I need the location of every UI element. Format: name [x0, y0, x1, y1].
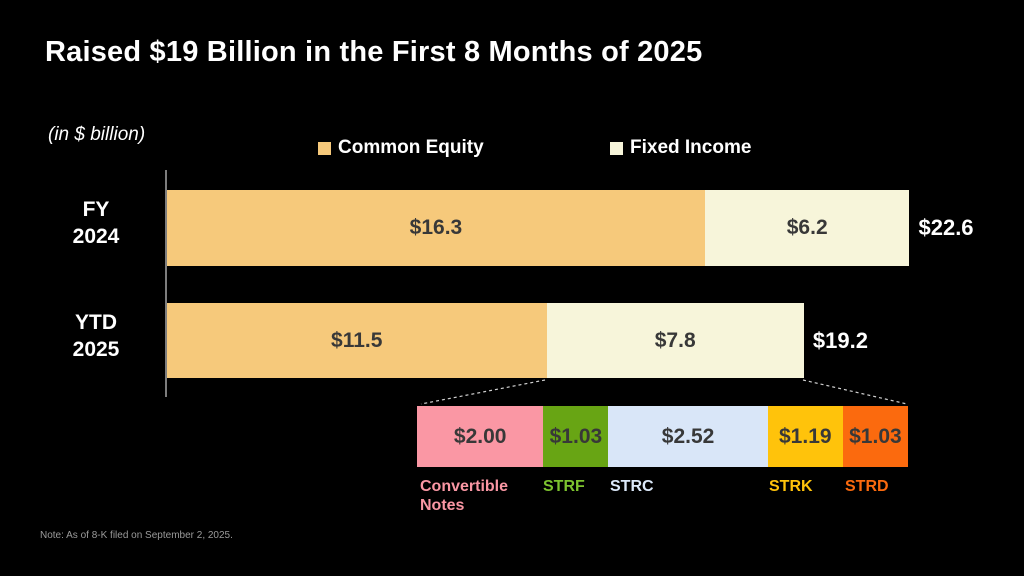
- units-label: (in $ billion): [48, 124, 146, 145]
- slide-title: Raised $19 Billion in the First 8 Months…: [45, 36, 703, 68]
- breakdown-label-strf: STRF: [543, 478, 585, 495]
- bar-segment-common-equity-ytd2025: $11.5: [167, 303, 547, 378]
- breakdown-value-label: $1.03: [549, 424, 603, 448]
- legend-item-common-equity: Common Equity: [318, 137, 484, 159]
- axis-line: [165, 170, 167, 397]
- legend-label-fixed-income: Fixed Income: [630, 137, 752, 158]
- legend-swatch-fixed-income-icon: [610, 141, 623, 155]
- bar-segment-common-equity-fy2024: $16.3: [167, 190, 705, 266]
- bar-row-fy2024: $16.3 $6.2 $22.6: [167, 190, 974, 266]
- legend-swatch-common-equity-icon: [318, 141, 331, 155]
- breakdown-label-strc: STRC: [610, 478, 654, 495]
- bar-segment-fixed-income-fy2024: $6.2: [704, 190, 910, 266]
- category-label-ytd2025: YTD 2025: [72, 311, 120, 361]
- legend-label-common-equity: Common Equity: [338, 137, 484, 158]
- breakdown-bar: $2.00 $1.03 $2.52 $1.19 $1.03: [417, 406, 908, 467]
- bar-row-ytd2025: $11.5 $7.8 $19.2: [167, 303, 868, 378]
- connector-line-left: [420, 379, 546, 405]
- bar-value-label: $16.3: [409, 216, 463, 239]
- bar-value-label: $7.8: [654, 328, 696, 352]
- bar-value-label: $6.2: [786, 216, 828, 239]
- bar-segment-fixed-income-ytd2025: $7.8: [546, 303, 804, 378]
- connector-line-right: [802, 379, 908, 405]
- footnote: Note: As of 8-K filed on September 2, 20…: [40, 530, 233, 541]
- breakdown-value-label: $1.19: [779, 424, 832, 448]
- breakdown-value-label: $1.03: [849, 424, 902, 448]
- bar-total-ytd2025: $19.2: [812, 327, 868, 353]
- breakdown-segment-strk: $1.19: [767, 406, 843, 467]
- breakdown-segment-strd: $1.03: [842, 406, 908, 467]
- breakdown-label-strk: STRK: [769, 478, 813, 495]
- bar-total-fy2024: $22.6: [918, 215, 974, 240]
- breakdown-value-label: $2.52: [661, 424, 715, 448]
- bar-value-label: $11.5: [331, 328, 383, 352]
- breakdown-label-convertible-notes: Convertible Notes: [420, 478, 509, 514]
- category-label-fy2024: FY 2024: [72, 198, 120, 248]
- breakdown-value-label: $2.00: [453, 424, 507, 448]
- breakdown-segment-strc: $2.52: [608, 406, 768, 467]
- breakdown-segment-convertible-notes: $2.00: [417, 406, 544, 467]
- legend-item-fixed-income: Fixed Income: [610, 137, 751, 159]
- breakdown-segment-strf: $1.03: [543, 406, 609, 467]
- breakdown-label-strd: STRD: [845, 478, 889, 495]
